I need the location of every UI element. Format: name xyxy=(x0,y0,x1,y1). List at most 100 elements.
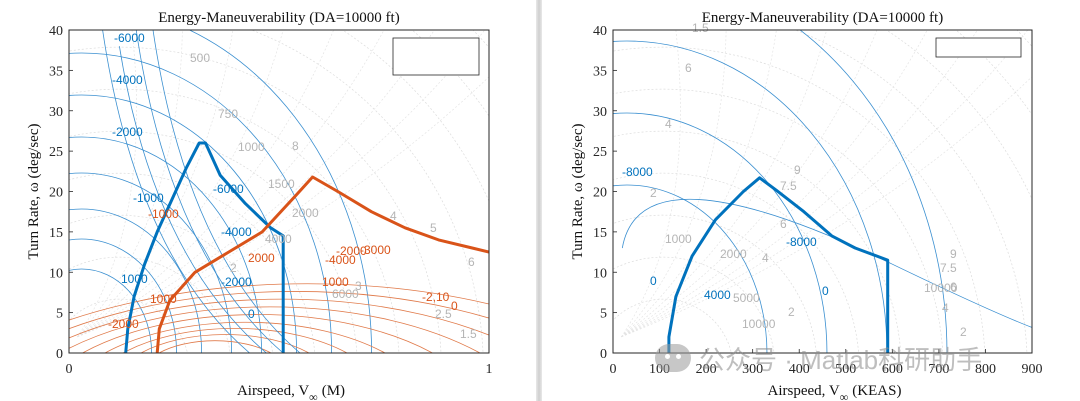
orange-contour xyxy=(158,340,272,353)
chart-title: Energy-Maneuverability (DA=10000 ft) xyxy=(702,10,943,26)
gray-contour xyxy=(77,30,435,338)
gray-contour-label: 1.5 xyxy=(460,327,477,341)
blue-contour xyxy=(799,30,948,353)
gray-contour xyxy=(77,76,489,338)
blue-contour-label: -1000 xyxy=(133,191,164,205)
x-tick-label: 800 xyxy=(975,362,996,377)
gray-contour-label: 6 xyxy=(780,217,787,231)
orange-contour-label: -3000 xyxy=(360,243,391,257)
gray-contour-label: 10000 xyxy=(924,281,958,295)
gray-contour xyxy=(69,298,188,353)
x-tick-label: 500 xyxy=(835,362,856,377)
gray-contour xyxy=(69,88,400,353)
gray-contour xyxy=(613,46,986,353)
x-axis-label-unit: (M) xyxy=(322,383,345,399)
blue-contour-label: 1000 xyxy=(121,272,148,286)
legend-box xyxy=(392,37,480,76)
gray-contour-label: 4 xyxy=(762,251,769,265)
blue-contour xyxy=(188,30,372,353)
y-tick-label: 30 xyxy=(49,105,63,120)
gray-contour-label: 2 xyxy=(960,325,967,339)
gray-contour xyxy=(613,172,859,353)
gray-contour-label: 1500 xyxy=(268,177,295,191)
x-axis-label: Airspeed, V∞ (KEAS) xyxy=(768,383,902,401)
orange-contour xyxy=(104,321,386,353)
gray-contour-label: 1.5 xyxy=(692,21,709,35)
gray-contour-label: 6000 xyxy=(332,287,359,301)
y-tick-label: 10 xyxy=(593,266,607,281)
gray-contour-label: 4000 xyxy=(265,232,292,246)
y-tick-label: 15 xyxy=(593,226,607,241)
gray-contour-label: 1000 xyxy=(238,140,265,154)
blue-contour xyxy=(613,184,768,353)
y-tick-label: 40 xyxy=(593,24,607,39)
gray-contour-label: 6 xyxy=(468,255,475,269)
series-line xyxy=(124,141,285,354)
blue-contour xyxy=(69,94,297,353)
gray-contour-label: 4 xyxy=(390,209,397,223)
orange-contour-label: -2000 xyxy=(108,317,139,331)
blue-contour-label: -4000 xyxy=(112,73,143,87)
x-tick-label: 200 xyxy=(696,362,717,377)
contour-grid xyxy=(0,0,693,369)
blue-contour xyxy=(69,208,202,353)
gray-contour-label: 9 xyxy=(950,247,957,261)
watermark: 公众号 · Matlab科研助手 xyxy=(655,338,1050,378)
y-tick-label: 0 xyxy=(56,347,63,362)
x-axis-label: Airspeed, V∞ (M) xyxy=(237,383,345,401)
gray-contour xyxy=(613,88,944,353)
gray-contour xyxy=(621,76,1032,338)
orange-contour xyxy=(69,306,481,353)
gray-contour xyxy=(621,30,1029,338)
right-chart: 1.56421000200067.597.5694210000500010000… xyxy=(570,10,1043,401)
gray-contour-label: 2 xyxy=(230,261,237,275)
y-tick-label: 40 xyxy=(49,24,63,39)
gray-contour xyxy=(621,30,681,338)
blue-contour-label: -4000 xyxy=(221,225,252,239)
blue-contour-label: 0 xyxy=(650,274,657,288)
y-tick-label: 5 xyxy=(56,307,63,322)
blue-contour-label: 0 xyxy=(248,307,255,321)
blue-contour xyxy=(69,52,332,353)
blue-contour-label: 0 xyxy=(822,284,829,298)
gray-contour xyxy=(621,30,878,338)
gray-contour xyxy=(0,0,693,369)
y-axis-label: Turn Rate, ω (deg/sec) xyxy=(26,124,42,260)
gray-contour-label: 6 xyxy=(950,280,957,294)
x-tick-label: 400 xyxy=(789,362,810,377)
gray-contour-label: 2 xyxy=(788,305,795,319)
blue-contour xyxy=(69,136,262,353)
wechat-icon xyxy=(655,344,691,372)
blue-contour xyxy=(69,238,177,353)
panel-divider xyxy=(536,0,542,401)
x-axis-label-sub: ∞ xyxy=(840,390,849,401)
orange-contour-label: -2,10 xyxy=(422,290,450,304)
gray-contour-label: 2 xyxy=(650,186,657,200)
y-tick-label: 0 xyxy=(600,347,607,362)
gray-contour-label: 500 xyxy=(190,51,210,65)
blue-contour xyxy=(69,268,152,353)
blue-contour xyxy=(621,198,1032,328)
orange-contour xyxy=(140,334,310,353)
gray-contour xyxy=(885,30,1032,201)
gray-contour xyxy=(613,214,817,353)
gray-contour-label: 1000 xyxy=(665,232,692,246)
gray-contour xyxy=(77,30,183,338)
y-tick-label: 5 xyxy=(600,307,607,322)
gray-contour xyxy=(621,30,777,338)
blue-contour xyxy=(613,112,828,353)
y-axis-label: Turn Rate, ω (deg/sec) xyxy=(570,124,586,260)
y-tick-label: 20 xyxy=(49,186,63,201)
blue-contour-label: -2000 xyxy=(221,275,252,289)
blue-contour-label: -6000 xyxy=(213,182,244,196)
blue-contour-label: 4000 xyxy=(704,288,731,302)
series-line xyxy=(667,176,890,353)
contour-grid xyxy=(613,30,1032,353)
gray-contour xyxy=(77,30,234,338)
gray-contour xyxy=(613,130,902,353)
blue-contour xyxy=(102,30,250,353)
blue-contour-label: -8000 xyxy=(622,165,653,179)
gray-contour-label: 10000 xyxy=(742,317,776,331)
gray-contour-label: 9 xyxy=(794,163,801,177)
